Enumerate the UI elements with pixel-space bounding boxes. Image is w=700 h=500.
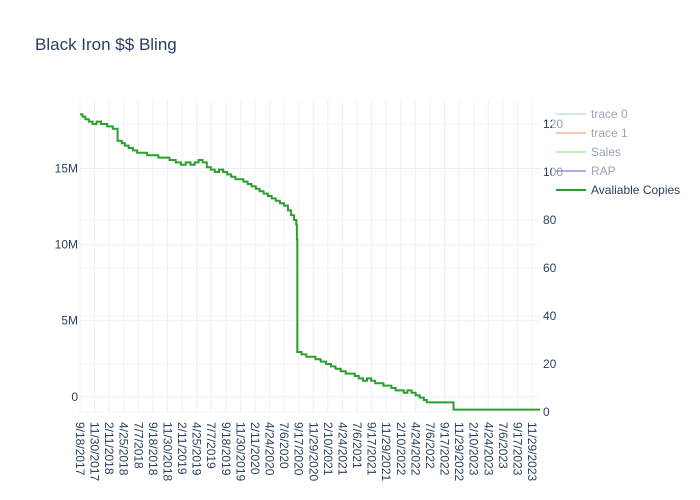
x-tick-label: 7/6/2023	[496, 422, 510, 469]
x-tick-label: 7/6/2022	[423, 422, 437, 469]
x-tick-label: 9/17/2022	[438, 422, 452, 476]
y-tick-label: 0	[71, 390, 78, 404]
x-tick-label: 4/24/2021	[335, 422, 349, 476]
legend-item[interactable]: Sales	[556, 145, 621, 159]
x-tick-label: 7/7/2018	[131, 422, 145, 469]
y2-tick-label: 20	[543, 357, 557, 371]
legend-label: trace 1	[591, 126, 628, 140]
chart-title: Black Iron $$ Bling	[35, 35, 177, 54]
legend-item[interactable]: trace 0	[556, 107, 628, 121]
x-tick-label: 9/17/2021	[365, 422, 379, 476]
legend-label: Sales	[591, 145, 621, 159]
legend[interactable]: trace 0 trace 1 Sales RAP Avaliable Copies	[552, 102, 696, 203]
x-tick-label: 7/6/2021	[350, 422, 364, 469]
series-line	[80, 113, 540, 411]
grid	[79, 100, 540, 413]
x-tick-label: 4/25/2019	[190, 422, 204, 476]
x-tick-label: 9/17/2020	[292, 422, 306, 476]
x-tick-label: 9/18/2017	[73, 422, 87, 476]
x-tick-label: 2/11/2018	[102, 422, 116, 475]
x-tick-label: 2/10/2023	[467, 422, 481, 476]
x-tick-label: 11/29/2023	[525, 422, 539, 481]
y-tick-label: 15M	[55, 161, 78, 175]
y-tick-label: 5M	[61, 314, 78, 328]
x-tick-label: 11/30/2018	[160, 422, 174, 481]
x-tick-label: 2/10/2021	[321, 422, 335, 476]
plot-area	[80, 113, 540, 411]
x-tick-label: 2/10/2022	[394, 422, 408, 476]
y-tick-label: 10M	[55, 238, 78, 252]
x-tick-label: 11/30/2019	[233, 422, 247, 481]
x-tick-label: 2/11/2020	[248, 422, 262, 475]
y2-tick-label: 60	[543, 261, 557, 275]
legend-label: Avaliable Copies	[591, 183, 680, 197]
x-tick-label: 9/18/2019	[219, 422, 233, 476]
y2-tick-label: 80	[543, 213, 557, 227]
x-tick-label: 11/29/2020	[306, 422, 320, 481]
x-tick-label: 11/29/2022	[452, 422, 466, 481]
x-tick-label: 9/18/2018	[146, 422, 160, 476]
y2-tick-label: 0	[543, 405, 550, 419]
x-tick-label: 7/7/2019	[204, 422, 218, 469]
legend-item[interactable]: trace 1	[556, 126, 628, 140]
x-tick-label: 2/11/2019	[175, 422, 189, 475]
x-tick-label: 4/25/2018	[117, 422, 131, 476]
x-tick-label: 7/6/2020	[277, 422, 291, 469]
x-tick-label: 9/17/2023	[510, 422, 524, 476]
x-tick-label: 11/29/2021	[379, 422, 393, 481]
x-tick-label: 4/24/2022	[408, 422, 422, 476]
legend-item[interactable]: Avaliable Copies	[556, 183, 680, 197]
axes: 9/18/2017 11/30/2017 2/11/2018 4/25/2018 7/7…	[55, 117, 564, 481]
x-tick-label: 4/24/2023	[481, 422, 495, 476]
legend-label: RAP	[591, 164, 616, 178]
y2-tick-label: 40	[543, 309, 557, 323]
x-tick-label: 11/30/2017	[88, 422, 102, 481]
legend-item[interactable]: RAP	[556, 164, 616, 178]
legend-label: trace 0	[591, 107, 628, 121]
x-tick-label: 4/24/2020	[263, 422, 277, 476]
